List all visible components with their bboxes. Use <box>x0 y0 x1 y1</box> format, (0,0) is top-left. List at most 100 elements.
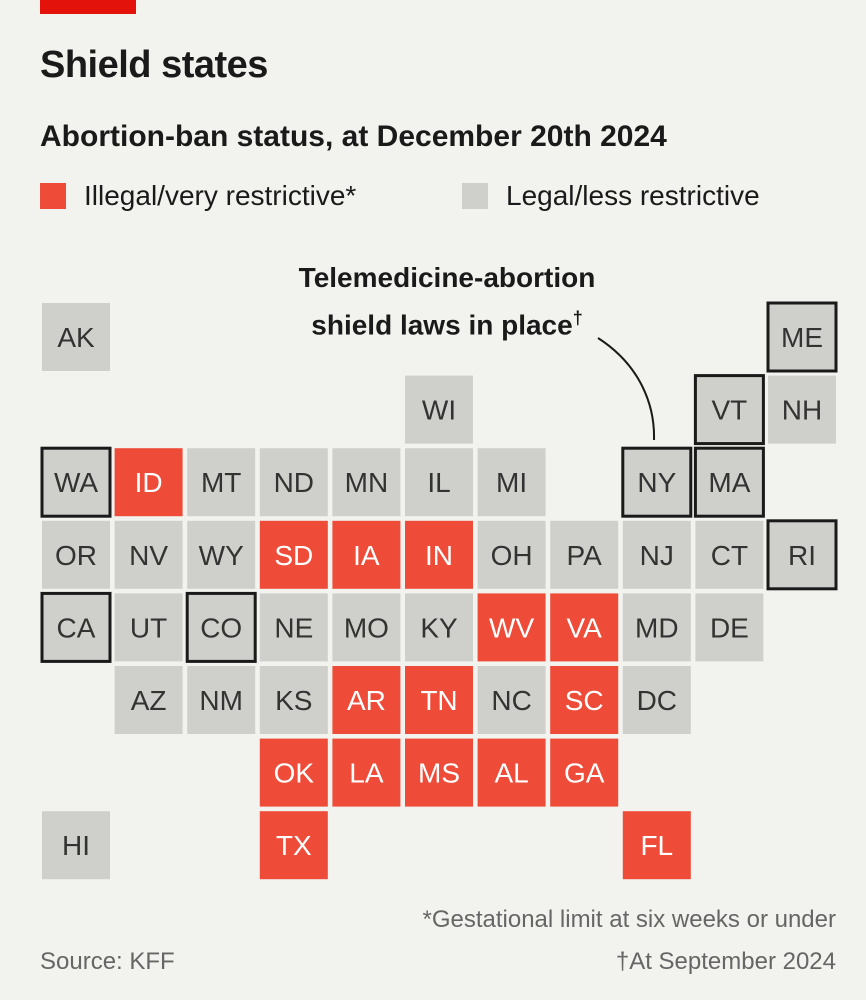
footnote-september: †At September 2024 <box>615 948 836 975</box>
state-tile-wy: WY <box>187 520 256 589</box>
state-tile-nm: NM <box>187 666 256 734</box>
state-tile-ok: OK <box>259 738 328 807</box>
state-tile-rect <box>477 448 546 517</box>
state-code-label: CT <box>711 540 748 571</box>
state-code-label: SD <box>274 540 313 571</box>
state-tile-md: MD <box>622 593 691 662</box>
state-tile-nj: NJ <box>622 520 691 589</box>
state-tile-rect <box>42 811 110 880</box>
state-tile-ak: AK <box>42 303 110 371</box>
state-tile-al: AL <box>477 738 546 807</box>
state-tile-rect <box>550 738 619 807</box>
state-code-label: WI <box>422 395 456 426</box>
legend-label-illegal: Illegal/very restrictive* <box>84 180 357 211</box>
state-tile-rect <box>259 738 328 807</box>
state-code-label: ME <box>781 322 823 353</box>
state-tile-rect <box>550 593 619 662</box>
state-tile-mt: MT <box>187 448 256 517</box>
state-tile-rect <box>695 593 764 662</box>
state-code-label: MT <box>201 467 241 498</box>
state-tile-rect <box>40 446 112 518</box>
state-code-label: TN <box>420 685 457 716</box>
state-code-label: WV <box>489 612 534 643</box>
state-tile-tx: TX <box>259 811 328 880</box>
state-code-label: CO <box>200 612 242 643</box>
state-tile-sc: SC <box>550 666 619 734</box>
state-code-label: NV <box>129 540 168 571</box>
state-tile-rect <box>550 520 619 589</box>
state-code-label: KS <box>275 685 312 716</box>
state-code-label: UT <box>130 612 167 643</box>
state-tile-rect <box>185 591 257 663</box>
state-tile-tn: TN <box>405 666 473 734</box>
state-tile-rect <box>766 301 838 373</box>
state-tile-rect <box>622 520 691 589</box>
state-tile-rect <box>477 520 546 589</box>
state-code-label: MD <box>635 612 679 643</box>
state-tile-rect <box>622 593 691 662</box>
state-tile-rect <box>477 593 546 662</box>
state-code-label: AL <box>494 758 528 789</box>
state-code-label: NE <box>274 612 313 643</box>
state-tile-ct: CT <box>695 520 764 589</box>
state-tile-ca: CA <box>40 591 112 663</box>
accent-bar <box>40 0 136 14</box>
state-tile-ky: KY <box>405 593 473 662</box>
state-tile-rect <box>405 593 473 662</box>
state-tile-co: CO <box>185 591 257 663</box>
state-tile-rect <box>114 593 183 662</box>
legend-swatch-legal <box>462 183 488 209</box>
state-code-label: IL <box>427 467 450 498</box>
state-tile-mi: MI <box>477 448 546 517</box>
annotation-line-2-text: shield laws in place <box>311 309 573 341</box>
state-code-label: KY <box>420 612 458 643</box>
state-tile-mo: MO <box>332 593 401 662</box>
state-tile-rect <box>405 520 473 589</box>
legend-label-legal: Legal/less restrictive <box>506 180 760 211</box>
state-tile-id: ID <box>114 448 183 517</box>
state-tile-rect <box>405 375 473 444</box>
state-tile-rect <box>550 666 619 734</box>
annotation-line-1: Telemedicine-abortion <box>298 262 596 293</box>
state-tile-ut: UT <box>114 593 183 662</box>
state-tile-or: OR <box>42 520 110 589</box>
state-tile-fl: FL <box>622 811 691 880</box>
state-code-label: GA <box>564 758 605 789</box>
annotation-line-2: shield laws in place† <box>272 298 622 345</box>
state-tile-il: IL <box>405 448 473 517</box>
state-code-label: RI <box>788 540 816 571</box>
state-code-label: ID <box>135 467 163 498</box>
state-code-label: VT <box>712 395 748 426</box>
state-tile-la: LA <box>332 738 401 807</box>
annotation-dagger: † <box>572 308 583 328</box>
legend-swatch-illegal <box>40 183 66 209</box>
state-tile-rect <box>114 520 183 589</box>
state-tile-nc: NC <box>477 666 546 734</box>
state-tile-ar: AR <box>332 666 401 734</box>
state-code-label: MS <box>418 758 460 789</box>
state-tile-ri: RI <box>766 519 838 591</box>
state-code-label: FL <box>640 830 673 861</box>
state-tile-rect <box>477 738 546 807</box>
legend-item-illegal: Illegal/very restrictive* <box>40 178 356 214</box>
state-tile-nv: NV <box>114 520 183 589</box>
state-tile-ma: MA <box>693 446 765 518</box>
state-code-label: AR <box>347 685 386 716</box>
state-tile-rect <box>622 666 691 734</box>
state-code-label: NY <box>637 467 676 498</box>
state-tile-rect <box>693 446 765 518</box>
state-tile-rect <box>332 448 401 517</box>
state-code-label: MA <box>708 467 750 498</box>
state-code-label: MI <box>496 467 527 498</box>
state-tile-rect <box>622 811 691 880</box>
state-tile-ms: MS <box>405 738 473 807</box>
state-code-label: DC <box>637 685 677 716</box>
state-tile-rect <box>695 520 764 589</box>
state-tile-rect <box>259 593 328 662</box>
state-tile-vt: VT <box>693 374 765 446</box>
state-tile-rect <box>405 738 473 807</box>
state-tile-wv: WV <box>477 593 546 662</box>
state-code-label: NH <box>782 395 822 426</box>
state-tile-rect <box>114 448 183 517</box>
state-tile-rect <box>187 666 256 734</box>
